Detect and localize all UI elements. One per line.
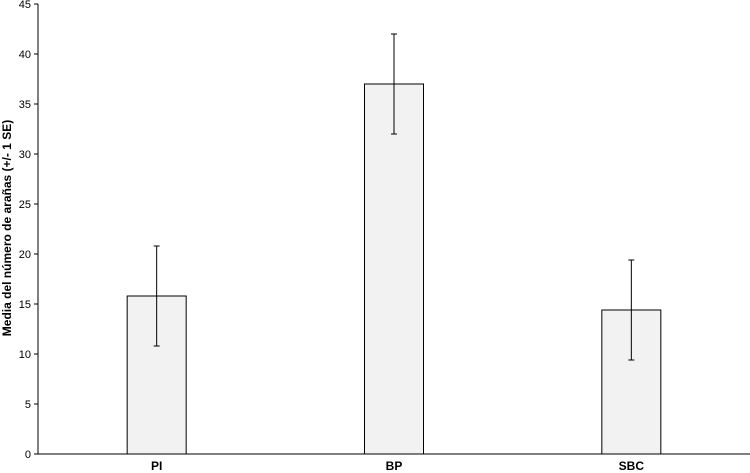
x-axis-labels: PI BP SBC bbox=[151, 459, 644, 473]
y-tick-label: 45 bbox=[19, 0, 31, 11]
error-bars bbox=[153, 33, 635, 361]
bars bbox=[126, 83, 662, 455]
y-tick-label: 0 bbox=[25, 449, 31, 461]
y-tick-label: 25 bbox=[19, 199, 31, 211]
x-category-label-pi: PI bbox=[151, 459, 162, 473]
y-tick-label: 40 bbox=[19, 49, 31, 61]
y-tick-label: 15 bbox=[19, 299, 31, 311]
y-axis-title: Media del número de arañas (+/- 1 SE) bbox=[0, 120, 14, 336]
y-tick-label: 30 bbox=[19, 149, 31, 161]
bar-bp bbox=[364, 83, 424, 455]
x-category-label-sbc: SBC bbox=[619, 459, 645, 473]
y-tick-label: 35 bbox=[19, 99, 31, 111]
y-axis-ticks: 0 5 10 15 20 25 30 35 40 45 bbox=[19, 0, 38, 461]
y-tick-label: 10 bbox=[19, 349, 31, 361]
y-tick-label: 20 bbox=[19, 249, 31, 261]
y-tick-label: 5 bbox=[25, 399, 31, 411]
x-category-label-bp: BP bbox=[386, 459, 403, 473]
